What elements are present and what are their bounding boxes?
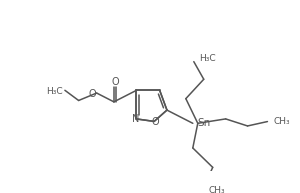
Text: O: O	[89, 89, 97, 99]
Text: H₃C: H₃C	[46, 87, 62, 96]
Text: CH₃: CH₃	[273, 117, 290, 126]
Text: Sn: Sn	[198, 118, 211, 128]
Text: H₃C: H₃C	[200, 54, 216, 63]
Text: CH₃: CH₃	[208, 186, 225, 193]
Text: N: N	[132, 114, 139, 124]
Text: O: O	[111, 77, 119, 87]
Text: O: O	[151, 117, 159, 127]
